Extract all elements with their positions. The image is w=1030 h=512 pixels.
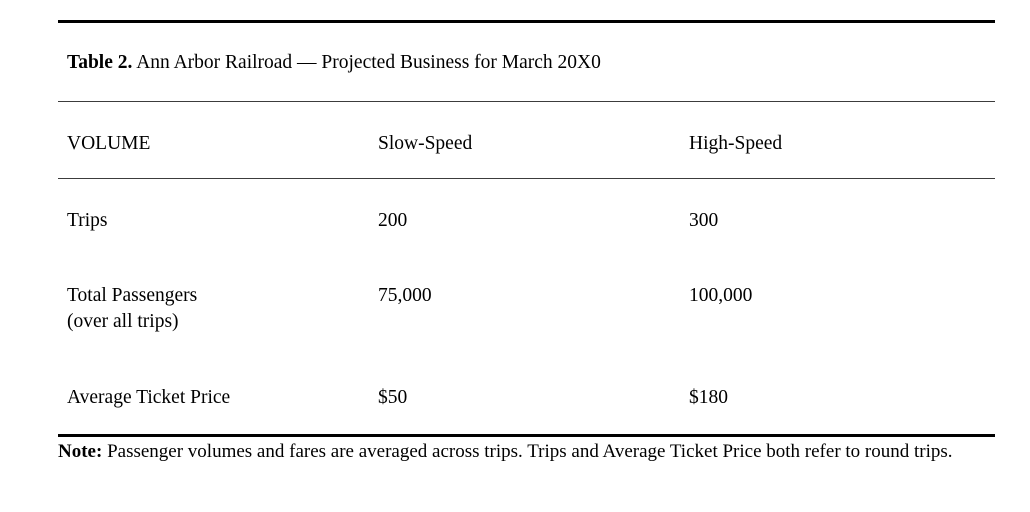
table-note-text: Passenger volumes and fares are averaged… xyxy=(102,441,953,462)
table-caption-text: Ann Arbor Railroad — Projected Business … xyxy=(136,52,601,73)
row-label-total-passengers: Total Passengers (over all trips) xyxy=(67,285,198,332)
cell-average-ticket-price-slow-speed: $50 xyxy=(378,387,408,408)
cell-total-passengers-slow-speed: 75,000 xyxy=(378,285,432,306)
table-note: Note: Passenger volumes and fares are av… xyxy=(58,439,988,464)
column-header-slow-speed: Slow-Speed xyxy=(378,133,473,154)
table-caption-label: Table 2. xyxy=(67,52,133,73)
header-divider-rule xyxy=(58,178,995,179)
table-bottom-rule xyxy=(58,434,995,437)
cell-average-ticket-price-high-speed: $180 xyxy=(689,387,728,408)
caption-divider-rule xyxy=(58,101,995,102)
row-label-trips: Trips xyxy=(67,210,108,231)
cell-total-passengers-high-speed: 100,000 xyxy=(689,285,753,306)
cell-trips-high-speed: 300 xyxy=(689,210,719,231)
column-header-high-speed: High-Speed xyxy=(689,133,783,154)
column-header-volume: VOLUME xyxy=(67,133,151,154)
table-top-rule xyxy=(58,20,995,23)
row-label-average-ticket-price: Average Ticket Price xyxy=(67,387,231,408)
table-note-label: Note: xyxy=(58,441,103,462)
cell-trips-slow-speed: 200 xyxy=(378,210,408,231)
table-caption: Table 2. Ann Arbor Railroad — Projected … xyxy=(67,50,601,76)
